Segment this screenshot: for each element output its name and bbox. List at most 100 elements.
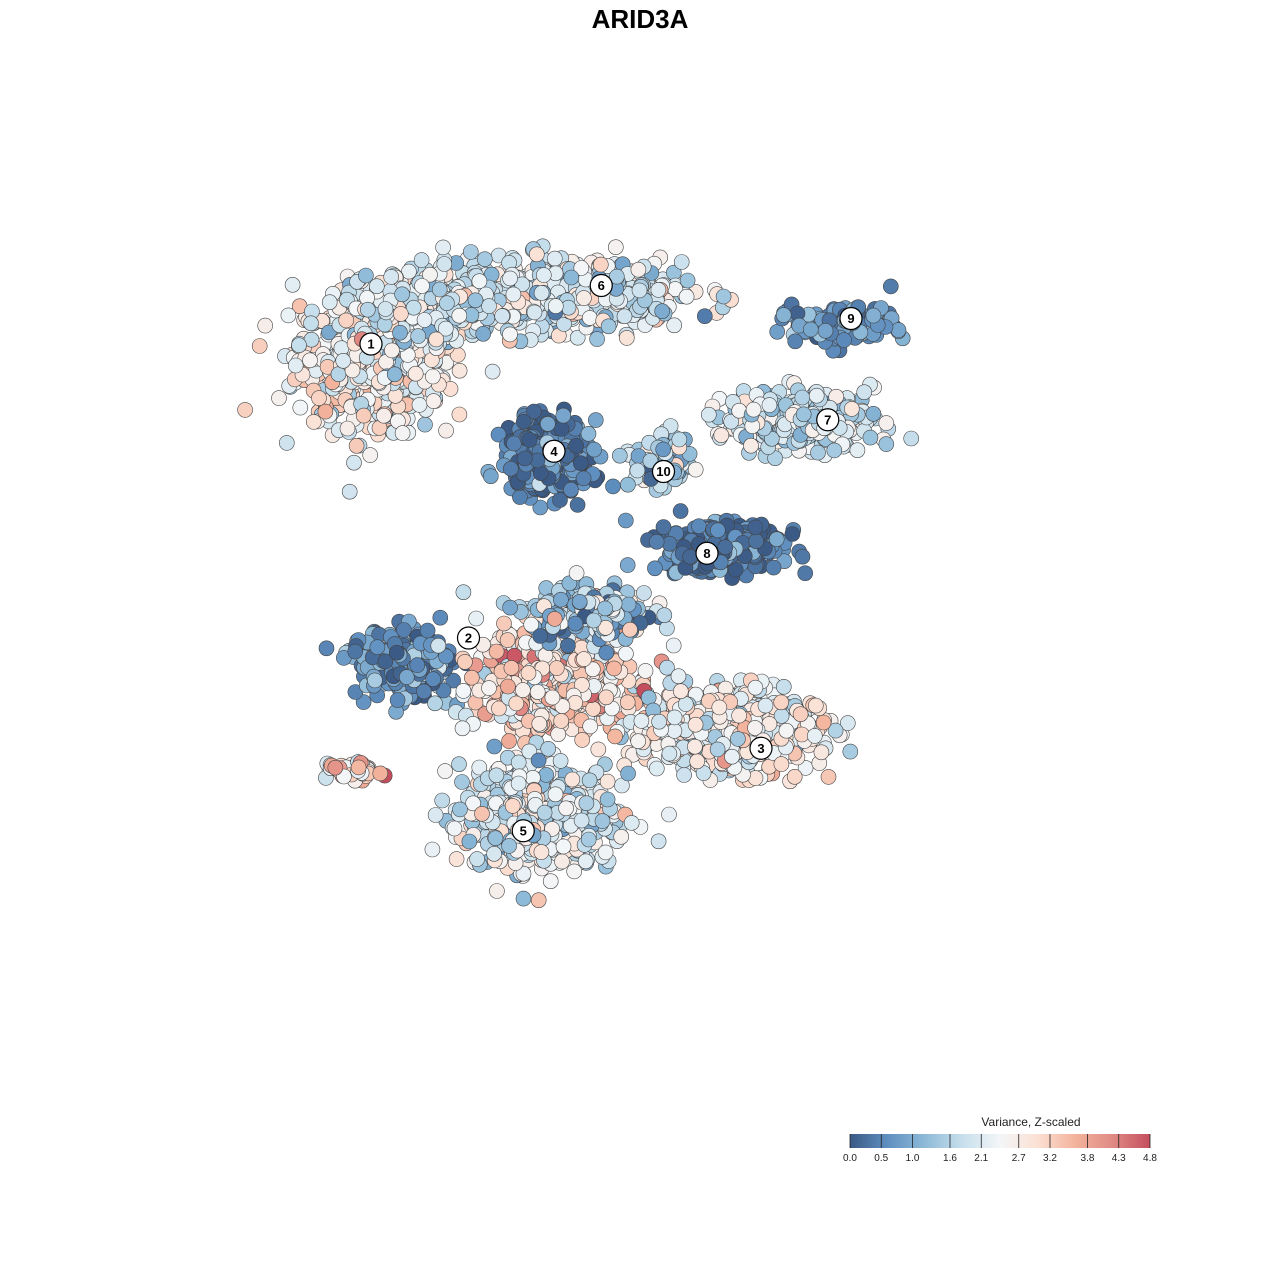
data-point-cluster-3 [651, 713, 667, 730]
data-point-cluster-8 [647, 560, 663, 577]
data-point-cluster-1 [338, 312, 355, 329]
data-point-cluster-6 [600, 318, 617, 335]
data-point-cluster-3 [648, 760, 665, 777]
data-point-cluster-3 [820, 769, 837, 785]
data-point-cluster-2 [430, 637, 447, 654]
data-point-cluster-5 [434, 792, 451, 809]
data-point-cluster-6 [526, 304, 543, 321]
data-point-cluster-2 [481, 680, 497, 696]
data-point-cluster-4 [568, 437, 585, 454]
data-point-cluster-6 [576, 290, 592, 306]
data-point-cluster-3 [842, 743, 859, 760]
data-point-cluster-9 [836, 332, 852, 348]
data-point-cluster-6 [533, 285, 550, 301]
data-point-cluster-1 [438, 422, 454, 439]
data-point-cluster-7 [856, 384, 873, 401]
data-point-cluster-4 [605, 478, 621, 495]
data-point-cluster-3 [598, 689, 615, 706]
data-point-cluster-1 [348, 437, 365, 454]
data-point-cluster-6 [630, 261, 647, 278]
data-point-cluster-7 [745, 401, 762, 418]
data-point-cluster-1 [271, 390, 287, 406]
data-point-cluster-2 [503, 660, 520, 676]
data-point-cluster-2 [419, 622, 436, 639]
data-point-cluster-3 [806, 728, 823, 744]
data-point-cluster-5 [515, 890, 532, 907]
data-point-cluster-1 [377, 301, 394, 317]
data-point-cluster-5 [454, 720, 471, 737]
data-point-cluster-3 [792, 706, 809, 723]
data-point-cluster-1 [417, 416, 433, 433]
data-point-cluster-7 [700, 406, 717, 423]
data-point-cluster-4 [563, 481, 579, 498]
data-point-cluster-1 [439, 295, 455, 312]
data-point-cluster-10 [655, 441, 672, 458]
data-point-cluster-1 [431, 281, 448, 298]
data-point-cluster-1 [292, 399, 309, 416]
data-point-cluster-1 [484, 363, 501, 380]
data-point-cluster-3 [689, 753, 706, 770]
data-point-cluster-6 [581, 310, 598, 326]
data-point-cluster-7 [761, 397, 778, 413]
data-point-cluster-4 [539, 416, 556, 432]
data-point-cluster-10 [620, 476, 636, 493]
data-point-cluster-1 [355, 407, 372, 424]
data-point-cluster-1 [475, 325, 492, 342]
data-point-cluster-2 [455, 584, 472, 601]
data-point-cluster-6 [563, 269, 580, 286]
data-point-cluster-8 [682, 548, 698, 565]
data-point-cluster-6 [616, 308, 633, 325]
data-point-cluster-5 [566, 863, 583, 880]
data-point-cluster-1 [392, 324, 408, 341]
data-point-cluster-2 [389, 692, 406, 708]
data-point-cluster-1 [425, 393, 442, 409]
data-point-cluster-4 [555, 407, 572, 424]
data-point-cluster-2 [347, 643, 364, 660]
data-point-cluster-7 [794, 389, 811, 406]
data-point-cluster-7 [849, 442, 866, 459]
data-point-cluster-2 [457, 654, 473, 670]
data-point-cluster-1 [344, 362, 361, 379]
data-point-cluster-1 [451, 406, 468, 423]
data-point-cluster-6 [631, 282, 648, 299]
data-point-cluster-9 [787, 333, 804, 350]
data-point-cluster-2 [500, 678, 516, 695]
data-point-cluster-1 [303, 315, 319, 332]
data-point-cluster-8 [655, 519, 672, 535]
data-point-cluster-1 [394, 425, 411, 441]
data-point-cluster-2 [550, 726, 567, 743]
data-point-cluster-1 [384, 342, 400, 359]
data-point-cluster-3 [775, 678, 792, 695]
data-point-cluster-6 [547, 298, 564, 314]
data-point-cluster-6 [592, 256, 609, 273]
data-point-cluster-3 [731, 707, 747, 724]
data-point-cluster-1 [359, 301, 376, 318]
data-point-cluster-1 [416, 312, 433, 328]
data-point-cluster-2 [496, 615, 512, 632]
data-point-cluster-5 [613, 828, 630, 845]
data-point-cluster-3 [661, 745, 678, 762]
data-point-cluster-3 [747, 720, 763, 736]
data-point-cluster-2 [544, 689, 561, 706]
data-point-cluster-2 [425, 671, 442, 688]
data-point-cluster-5 [486, 738, 503, 755]
data-point-cluster-1 [410, 328, 427, 344]
data-point-cluster-5 [448, 851, 465, 867]
data-point-cluster-7 [903, 430, 920, 447]
data-point-cluster-3 [582, 718, 599, 735]
data-point-cluster-6 [679, 272, 696, 289]
data-point-cluster-5 [437, 763, 453, 779]
data-point-cluster-8 [765, 559, 782, 576]
data-point-cluster-2 [606, 660, 622, 677]
data-point-cluster-3 [724, 748, 740, 765]
data-point-cluster-6 [476, 251, 493, 268]
data-point-cluster-7 [843, 401, 860, 417]
data-point-cluster-4 [516, 450, 533, 467]
data-point-cluster-1 [368, 278, 385, 295]
data-point-cluster-1 [339, 420, 356, 437]
data-point-cluster-9 [882, 278, 899, 295]
data-point-cluster-6 [678, 288, 695, 305]
data-point-cluster-3 [773, 756, 790, 772]
data-point-cluster-2 [618, 645, 634, 662]
